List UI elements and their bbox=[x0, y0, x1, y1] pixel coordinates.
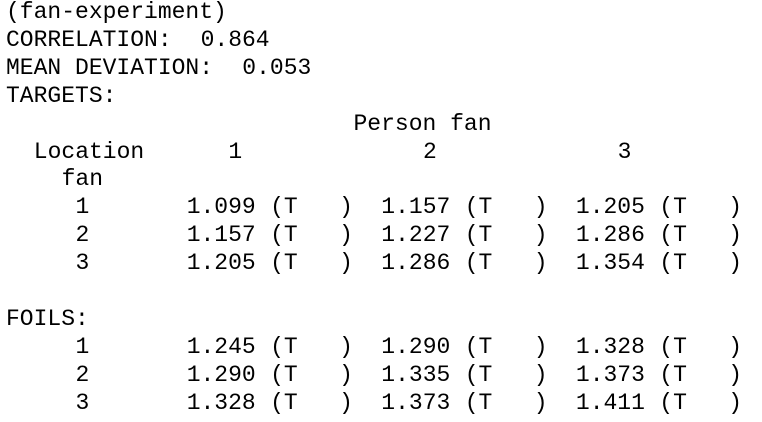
cell-value: 1.245 bbox=[186, 333, 256, 360]
value: 0.864 bbox=[200, 26, 270, 53]
value: 0.053 bbox=[242, 54, 312, 81]
column-label: 3 bbox=[617, 138, 632, 165]
cell-tag: (T ) bbox=[464, 194, 548, 221]
row-header: fan bbox=[61, 166, 104, 193]
column-label: 1 bbox=[228, 138, 243, 165]
cell-value: 1.205 bbox=[575, 194, 645, 221]
cell-tag: (T ) bbox=[659, 250, 743, 277]
cell-tag: (T ) bbox=[464, 222, 548, 249]
row-label: 3 bbox=[75, 389, 90, 416]
cell-tag: (T ) bbox=[270, 361, 353, 388]
row-label: 3 bbox=[75, 250, 90, 277]
section-label: TARGETS: bbox=[6, 82, 117, 109]
cell-value: 1.354 bbox=[575, 250, 645, 277]
cell-tag: (T ) bbox=[659, 361, 743, 388]
cell-tag: (T ) bbox=[270, 250, 353, 277]
cell-tag: (T ) bbox=[464, 250, 548, 277]
row-label: 2 bbox=[75, 222, 90, 249]
row-header: Location bbox=[33, 138, 145, 165]
cell-value: 1.373 bbox=[575, 361, 645, 388]
cell-tag: (T ) bbox=[270, 389, 353, 416]
row-label: 1 bbox=[75, 194, 90, 221]
cell-tag: (T ) bbox=[464, 361, 548, 388]
cell-tag: (T ) bbox=[464, 333, 548, 360]
cell-value: 1.335 bbox=[381, 361, 451, 388]
cell-tag: (T ) bbox=[270, 194, 353, 221]
label: MEAN DEVIATION: bbox=[6, 54, 214, 81]
cell-value: 1.328 bbox=[186, 389, 256, 416]
cell-value: 1.286 bbox=[575, 222, 645, 249]
section-label: FOILS: bbox=[6, 305, 89, 332]
column-label: 2 bbox=[423, 138, 437, 165]
row-label: 1 bbox=[75, 333, 90, 360]
cell-value: 1.157 bbox=[381, 194, 451, 221]
title: (fan-experiment) bbox=[6, 0, 227, 25]
cell-value: 1.099 bbox=[186, 194, 256, 221]
cell-value: 1.205 bbox=[186, 250, 256, 277]
cell-tag: (T ) bbox=[270, 222, 353, 249]
row-label: 2 bbox=[75, 361, 90, 388]
cell-tag: (T ) bbox=[659, 333, 743, 360]
cell-value: 1.157 bbox=[186, 222, 256, 249]
label: CORRELATION: bbox=[6, 26, 172, 53]
cell-value: 1.286 bbox=[381, 250, 451, 277]
cell-tag: (T ) bbox=[464, 389, 548, 416]
cell-tag: (T ) bbox=[659, 194, 743, 221]
column-header: Person fan bbox=[353, 110, 492, 137]
cell-value: 1.411 bbox=[575, 389, 645, 416]
cell-value: 1.290 bbox=[381, 333, 451, 360]
cell-value: 1.373 bbox=[381, 389, 451, 416]
cell-tag: (T ) bbox=[270, 333, 353, 360]
cell-value: 1.227 bbox=[381, 222, 451, 249]
cell-tag: (T ) bbox=[659, 222, 743, 249]
cell-tag: (T ) bbox=[659, 389, 743, 416]
cell-value: 1.290 bbox=[186, 361, 256, 388]
cell-value: 1.328 bbox=[575, 333, 645, 360]
